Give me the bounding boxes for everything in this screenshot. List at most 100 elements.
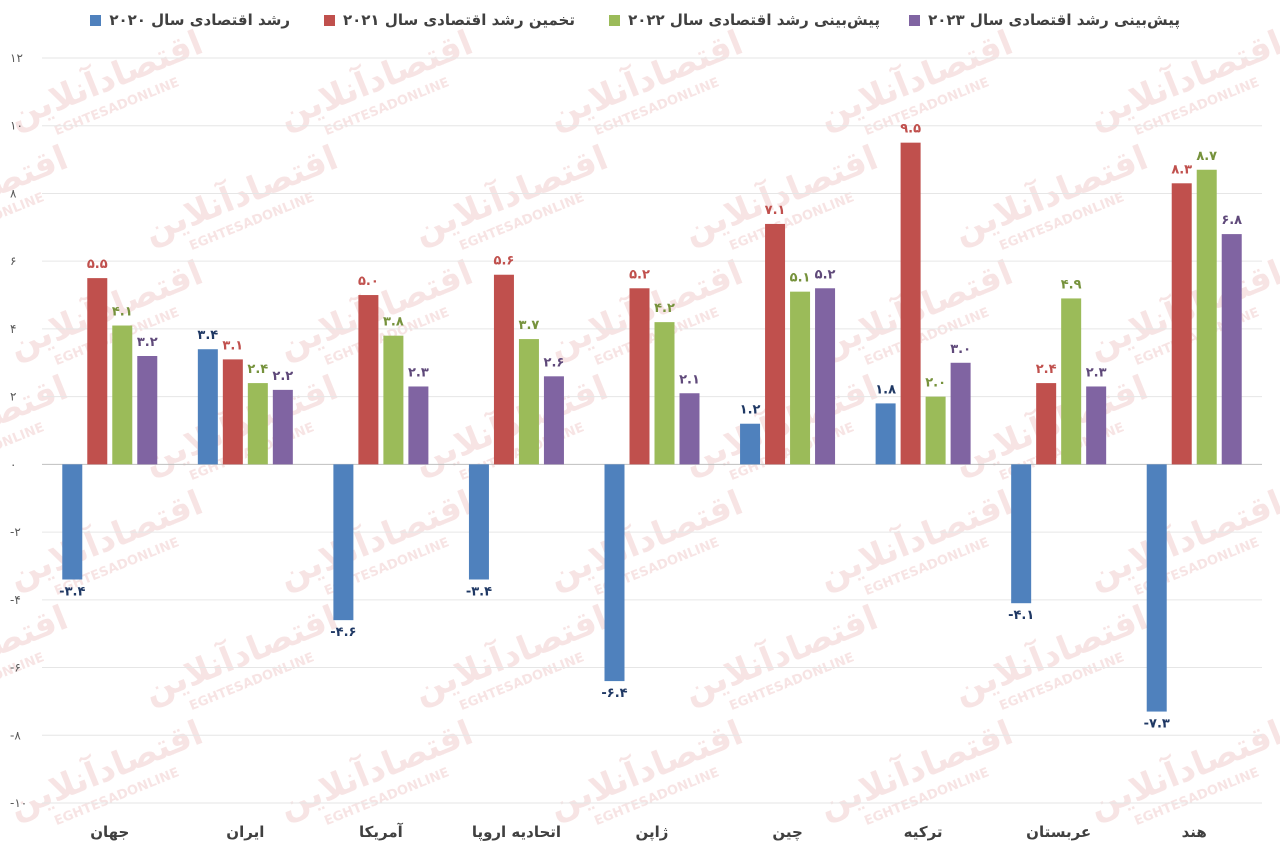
y-tick-label: -۶ [10,661,21,675]
data-label: ۵.۱ [790,271,811,286]
bar [62,464,83,580]
data-label: ۴.۲ [654,301,675,316]
category-label: اتحادیه اروپا [472,823,561,842]
data-label: ۱.۸ [875,382,896,397]
data-label: ۳.۷ [519,318,540,333]
legend-item: رشد اقتصادی سال ۲۰۲۰ [90,6,290,34]
data-label: ۲.۳ [408,365,429,380]
bar [1086,386,1107,465]
category-label: ژاپن [636,823,669,842]
bar [137,356,158,465]
y-tick-label: ۲ [10,390,16,404]
data-label: ۲.۰ [925,376,946,391]
y-tick-label: -۱۰ [10,796,27,810]
bar [740,423,761,465]
data-label: ۵.۶ [494,254,515,269]
bar [900,142,921,465]
y-tick-label: ۴ [10,322,16,336]
legend-swatch [609,14,621,26]
bar [629,288,650,465]
bar [247,383,268,465]
legend-label: رشد اقتصادی سال ۲۰۲۰ [109,11,290,29]
bar [333,464,354,621]
bar [679,393,700,465]
y-tick-label: -۸ [10,728,21,742]
bar [950,362,971,465]
bar [408,386,429,465]
bar [383,335,404,465]
gridlines [42,57,1262,804]
data-label: ۸.۳ [1171,162,1192,177]
data-label: ۸.۷ [1196,149,1217,164]
data-label: -۴.۱ [1008,608,1034,623]
category-label: چین [772,823,802,842]
data-label: ۲.۶ [544,355,565,370]
bar [222,359,243,465]
data-label: ۲.۳ [1086,365,1107,380]
legend-item: پیش‌بینی رشد اقتصادی سال ۲۰۲۳ [909,6,1180,34]
bar [493,274,514,465]
y-tick-label: ۸ [10,186,17,200]
data-label: ۴.۹ [1061,277,1082,292]
data-label: -۷.۳ [1144,717,1170,732]
data-label: -۳.۴ [466,585,492,600]
bar [604,464,625,682]
data-labels: -۳.۴ ۵.۵ ۴.۱ ۳.۲ ۳.۴ ۳.۱ ۲.۴ ۲.۲ -۴.۶ ۵.۰ ۳.۸ ۲.۳ -۳… [59,122,1242,732]
bar [112,325,133,465]
category-label: هند [1182,823,1207,841]
bar [815,288,836,465]
legend: رشد اقتصادی سال ۲۰۲۰ تخمین رشد اقتصادی سا… [0,6,1280,34]
bar [87,278,108,465]
data-label: ۳.۱ [222,338,243,353]
bar [1036,383,1057,465]
bar [1221,234,1242,465]
bar [197,349,218,465]
y-tick-label: ۰ [10,457,16,471]
bar [543,376,564,465]
data-label: ۵.۰ [358,274,379,289]
legend-label: پیش‌بینی رشد اقتصادی سال ۲۰۲۲ [628,11,880,29]
data-label: ۵.۲ [629,267,650,282]
bar [654,322,675,465]
bar [358,295,379,465]
legend-label: پیش‌بینی رشد اقتصادی سال ۲۰۲۳ [928,11,1180,29]
x-axis-labels: جهان ایران آمریکا اتحادیه اروپا ژاپن چین ترکیه… [90,823,1207,842]
data-label: ۴.۱ [112,305,133,320]
bar [1061,298,1082,465]
y-tick-label: ۶ [10,254,16,268]
data-label: ۳.۴ [197,328,218,343]
data-label: ۹.۵ [900,122,921,137]
legend-swatch [90,14,102,26]
data-label: ۳.۸ [383,315,404,330]
data-label: ۵.۵ [87,257,108,272]
data-label: ۲.۲ [272,369,293,384]
bar [468,464,489,580]
data-label: ۳.۲ [137,335,158,350]
bar [790,291,811,465]
y-axis-ticks: ۱۲ ۱۰ ۸ ۶ ۴ ۲ ۰ -۲ -۴ -۶ -۸ -۱۰ [10,51,27,810]
bar [925,396,946,465]
data-label: ۵.۲ [815,267,836,282]
data-label: -۳.۴ [59,585,85,600]
bar [272,389,293,465]
data-label: ۲.۴ [247,362,268,377]
y-tick-label: -۲ [10,525,21,539]
bar [1171,183,1192,465]
bars [62,142,1242,712]
legend-swatch [909,14,921,26]
y-tick-label: -۴ [10,593,21,607]
